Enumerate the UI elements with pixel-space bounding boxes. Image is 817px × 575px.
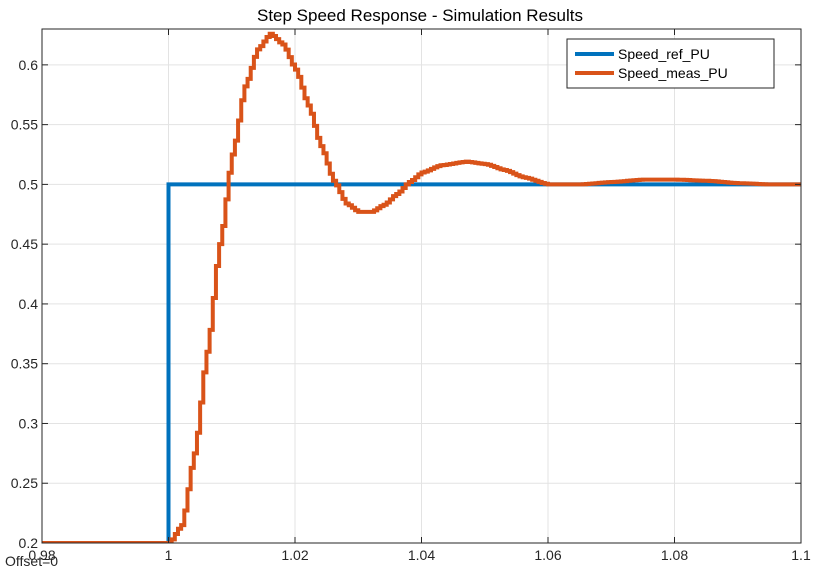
series-layer [42, 31, 801, 543]
y-axis: 0.2 0.25 0.3 0.35 0.4 0.45 0.5 0.55 0.6 [11, 57, 801, 551]
y-tick-label: 0.5 [19, 176, 39, 192]
chart-title: Step Speed Response - Simulation Results [257, 6, 583, 25]
y-tick-label: 0.35 [11, 356, 38, 372]
offset-label: Offset=0 [5, 553, 58, 569]
grid [41, 29, 802, 544]
legend: Speed_ref_PU Speed_meas_PU [566, 38, 775, 89]
legend-entry: Speed_ref_PU [618, 46, 710, 62]
x-axis: 0.98 1 1.02 1.04 1.06 1.08 1.1 [28, 29, 811, 563]
x-tick-label: 1.04 [408, 547, 435, 563]
legend-box [566, 38, 775, 89]
y-tick-label: 0.4 [19, 296, 39, 312]
x-tick-label: 1.1 [791, 547, 811, 563]
y-tick-label: 0.25 [11, 475, 38, 491]
legend-entry: Speed_meas_PU [618, 65, 728, 81]
series-line-Speed_meas_PU [42, 31, 801, 543]
y-tick-label: 0.3 [19, 415, 39, 431]
series-line-Speed_ref_PU [42, 182, 801, 543]
y-tick-label: 0.2 [19, 535, 39, 551]
y-tick-label: 0.6 [19, 57, 39, 73]
x-tick-label: 1.02 [281, 547, 308, 563]
x-tick-label: 1.08 [661, 547, 688, 563]
x-tick-label: 1.06 [534, 547, 561, 563]
y-tick-label: 0.55 [11, 117, 38, 133]
x-tick-label: 0.98 [28, 547, 55, 563]
x-tick-label: 1 [165, 547, 173, 563]
y-tick-label: 0.45 [11, 236, 38, 252]
